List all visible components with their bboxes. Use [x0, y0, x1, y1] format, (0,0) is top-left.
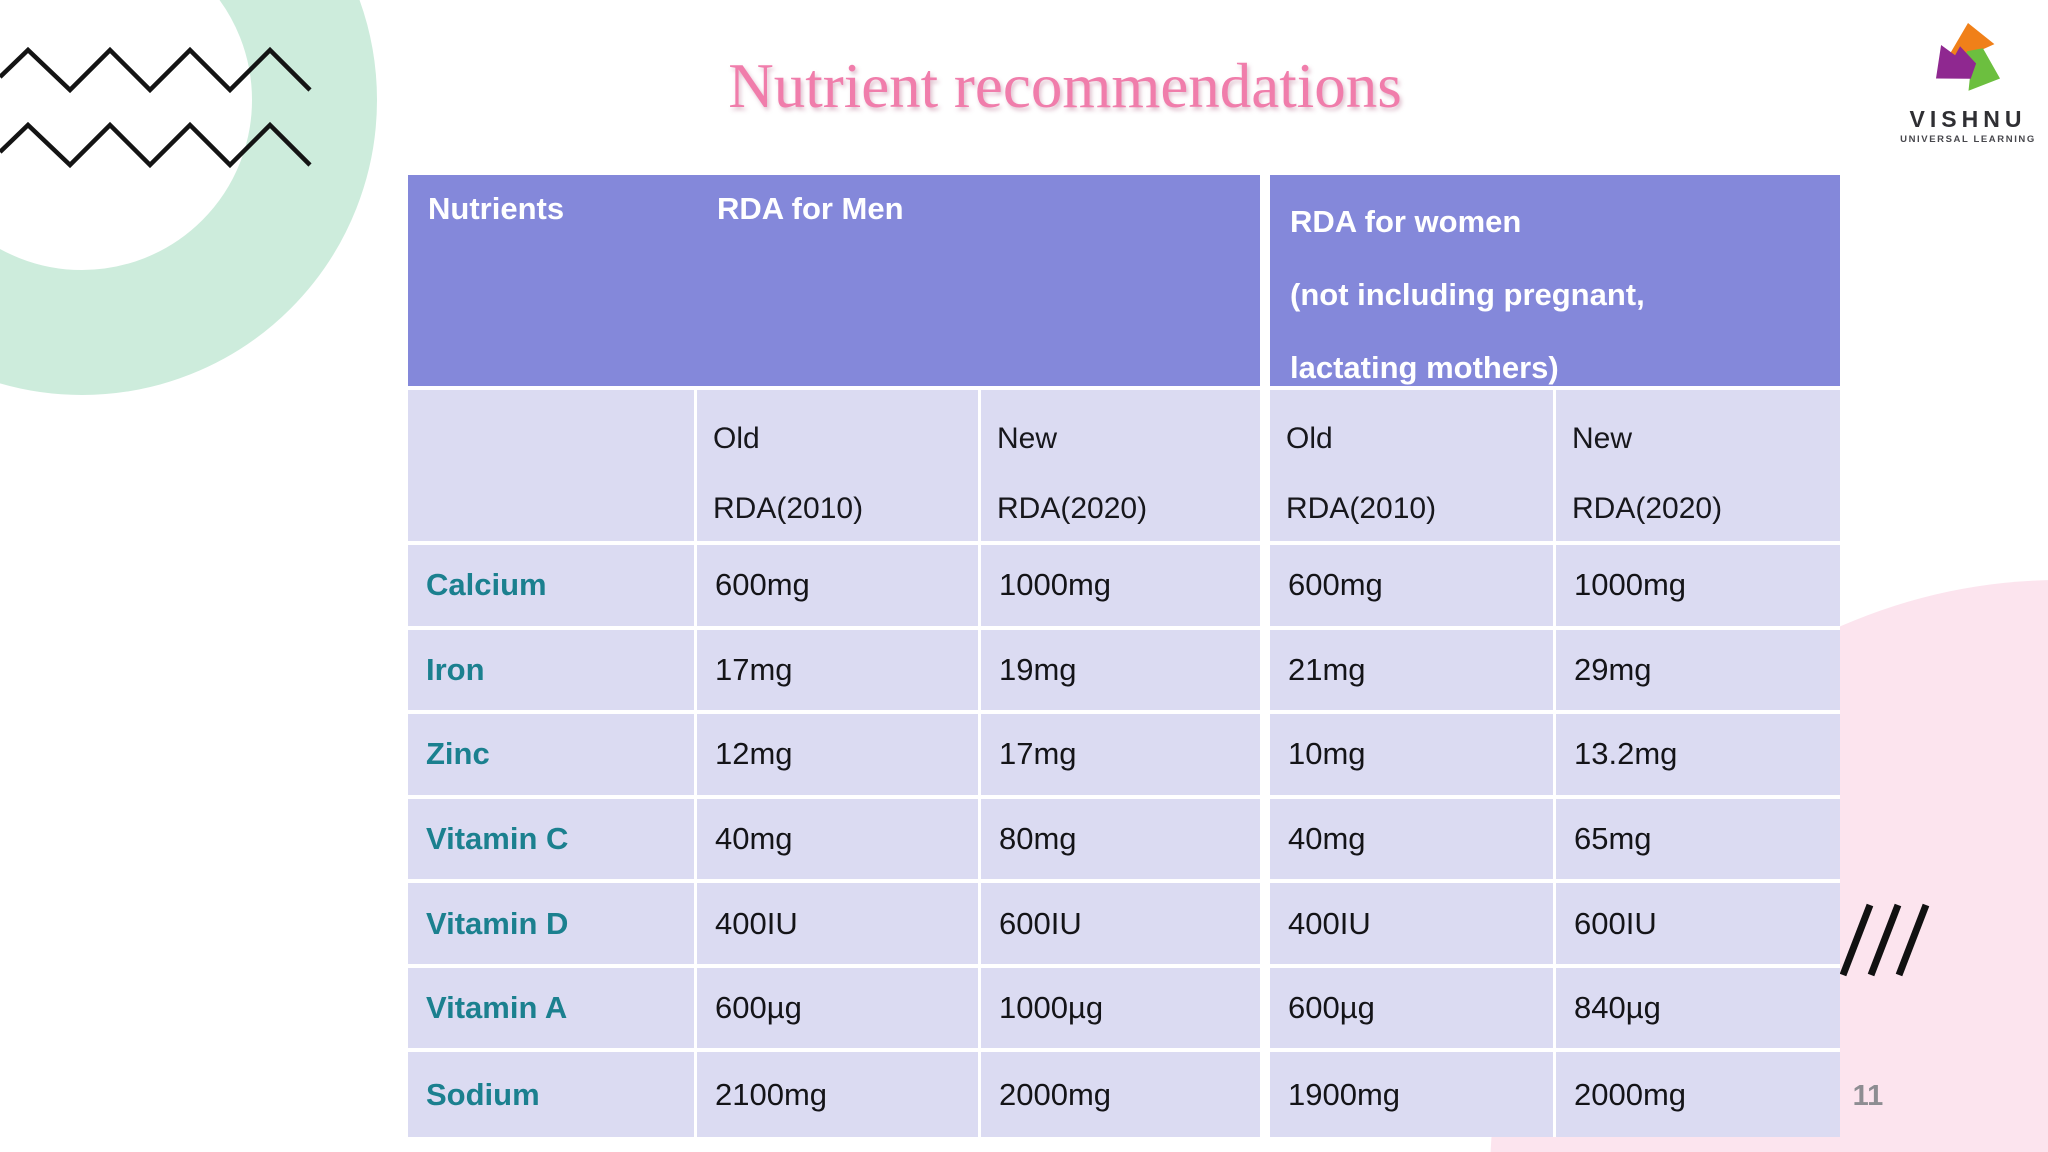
table-cell: 2000mg — [981, 1052, 1270, 1137]
table-cell: 65mg — [1556, 798, 1840, 884]
table-cell: 600µg — [697, 967, 981, 1053]
table-cell: 600mg — [1270, 545, 1556, 630]
table-cell: 29mg — [1556, 629, 1840, 715]
subheader-line: Old — [1286, 422, 1333, 455]
table-cell-nutrient: Sodium — [408, 1052, 697, 1137]
table-cell: 840µg — [1556, 967, 1840, 1053]
subheader-line: RDA(2010) — [713, 492, 864, 525]
page-title: Nutrient recommendations — [728, 51, 1402, 121]
table-cell: 600IU — [981, 883, 1270, 968]
table-cell: 1900mg — [1270, 1052, 1556, 1137]
table-cell-nutrient: Zinc — [408, 714, 697, 799]
table-cell-nutrient: Vitamin C — [408, 798, 697, 884]
slashes-icon — [1839, 903, 1930, 977]
logo-name: VISHNU — [1909, 106, 2027, 132]
vishnu-logo: VISHNU UNIVERSAL LEARNING — [1893, 16, 2043, 145]
table-cell: 21mg — [1270, 629, 1556, 715]
nutrient-table: Nutrients RDA for Men RDA for women (not… — [408, 175, 1840, 1137]
zigzag-icon — [0, 46, 312, 169]
table-header-rda-men: RDA for Men — [697, 175, 1270, 390]
subheader-line: RDA(2010) — [1286, 492, 1437, 525]
table-cell: 400IU — [1270, 883, 1556, 968]
table-subheader-men-old: Old RDA(2010) — [697, 390, 981, 545]
table-cell: 2100mg — [697, 1052, 981, 1137]
table-cell: 13.2mg — [1556, 714, 1840, 799]
table-cell: 600IU — [1556, 883, 1840, 968]
subheader-line: New — [997, 422, 1058, 455]
rda-women-line3: lactating mothers) — [1290, 350, 1559, 385]
table-cell: 40mg — [697, 798, 981, 884]
table-cell: 12mg — [697, 714, 981, 799]
table-cell: 10mg — [1270, 714, 1556, 799]
table-subheader-women-old: Old RDA(2010) — [1270, 390, 1556, 545]
rda-women-line2: (not including pregnant, — [1290, 277, 1645, 312]
table-cell: 1000mg — [981, 545, 1270, 630]
table-cell-nutrient: Calcium — [408, 545, 697, 630]
subheader-line: New — [1572, 422, 1633, 455]
table-subheader-women-new: New RDA(2020) — [1556, 390, 1840, 545]
table-cell: 17mg — [697, 629, 981, 715]
table-cell: 80mg — [981, 798, 1270, 884]
page-number: 11 — [1852, 1080, 1884, 1112]
subheader-line: Old — [713, 422, 760, 455]
subheader-line: RDA(2020) — [997, 492, 1148, 525]
table-cell: 1000µg — [981, 967, 1270, 1053]
table-cell-nutrient: Vitamin A — [408, 967, 697, 1053]
table-cell: 19mg — [981, 629, 1270, 715]
rda-women-line1: RDA for women — [1290, 204, 1522, 239]
table-header-nutrients: Nutrients — [408, 175, 697, 390]
table-header-rda-women: RDA for women (not including pregnant, l… — [1270, 175, 1840, 390]
table-cell: 400IU — [697, 883, 981, 968]
table-cell-nutrient: Iron — [408, 629, 697, 715]
table-cell-nutrient: Vitamin D — [408, 883, 697, 968]
table-cell: 1000mg — [1556, 545, 1840, 630]
subheader-line: RDA(2020) — [1572, 492, 1723, 525]
logo-tagline: UNIVERSAL LEARNING — [1900, 134, 2036, 145]
table-cell: 2000mg — [1556, 1052, 1840, 1137]
table-subheader-empty — [408, 390, 697, 545]
table-subheader-men-new: New RDA(2020) — [981, 390, 1270, 545]
table-cell: 17mg — [981, 714, 1270, 799]
table-cell: 40mg — [1270, 798, 1556, 884]
table-cell: 600mg — [697, 545, 981, 630]
table-cell: 600µg — [1270, 967, 1556, 1053]
vishnu-logo-icon — [1924, 23, 2009, 102]
